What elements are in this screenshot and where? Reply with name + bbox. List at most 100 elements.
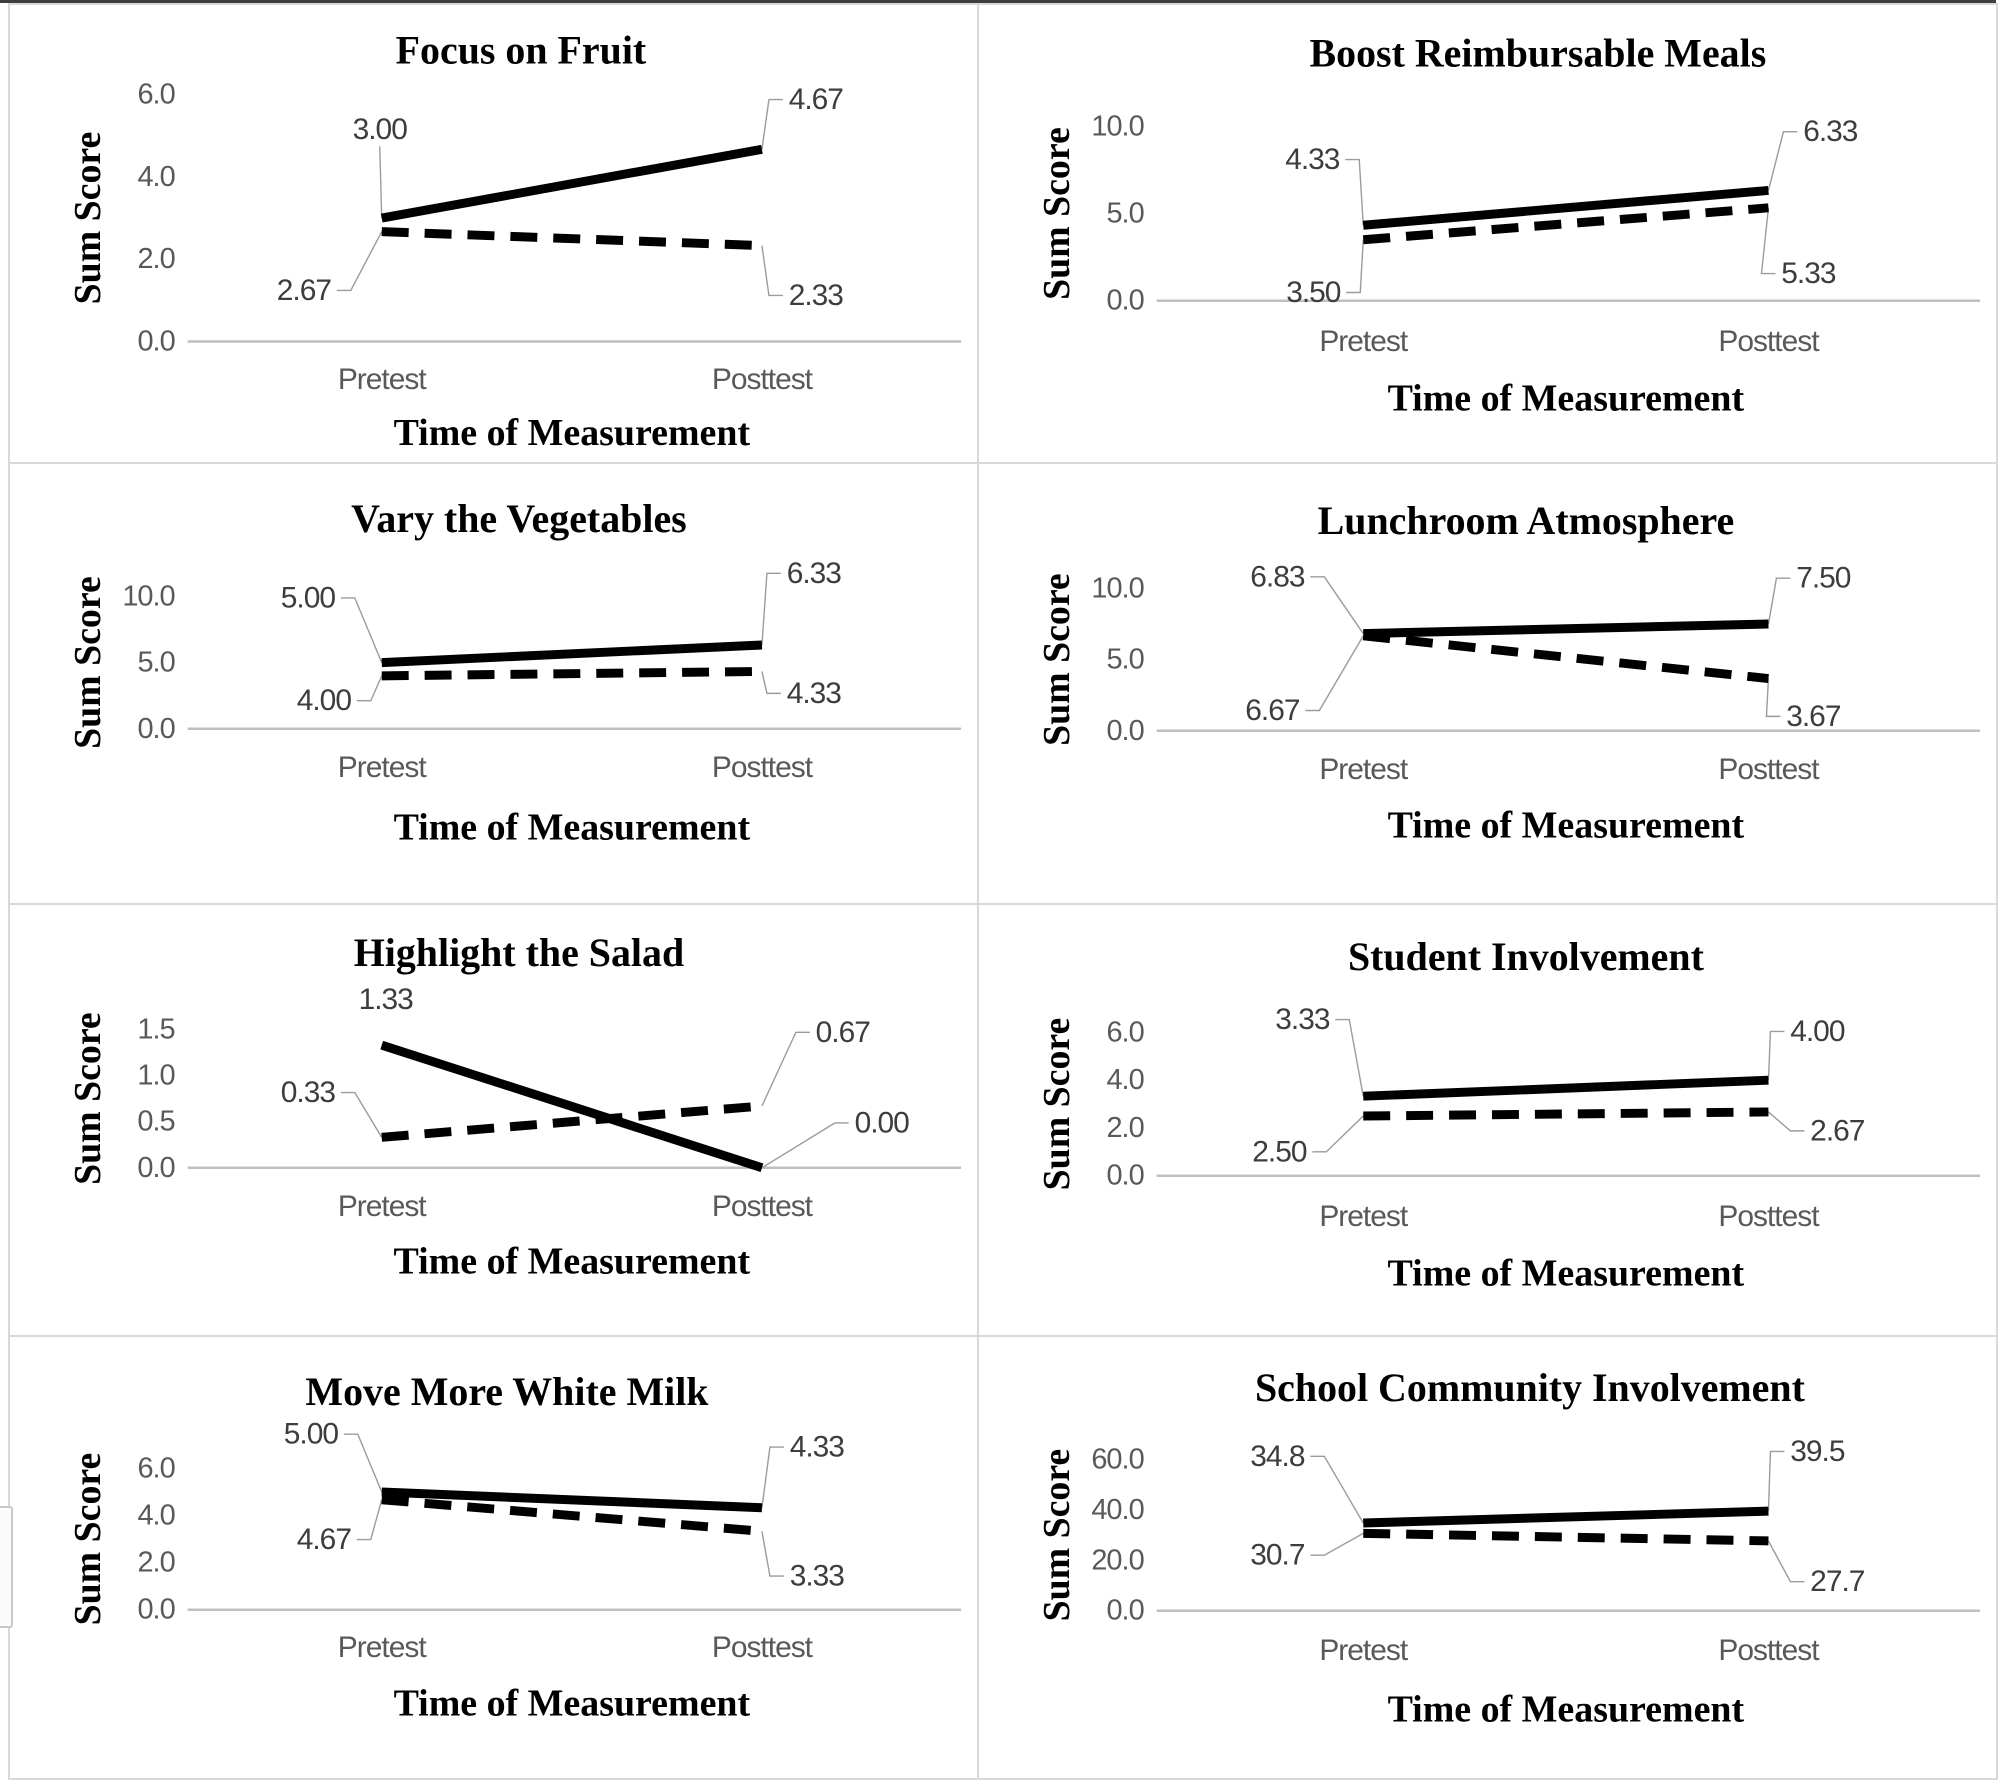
- series-line-solid: [1362, 185, 1769, 230]
- x-category-label: Pretest: [338, 1631, 428, 1664]
- x-category-label: Pretest: [1319, 325, 1409, 358]
- x-category-label: Posttest: [712, 363, 814, 396]
- x-axis-title: Time of Measurement: [394, 1682, 751, 1724]
- chart-canvas: 6.0 4.0 2.0 0.0 Pretest Posttest 3.00 4.67 2.67 2…: [67, 27, 962, 454]
- series-line-solid: [1363, 619, 1769, 639]
- data-label-leader-line: [1305, 635, 1364, 712]
- y-axis-title: Sum Score: [1036, 127, 1078, 300]
- data-label-leader-line: [761, 245, 783, 297]
- y-tick-label: 6.0: [137, 1452, 174, 1484]
- x-category-label: Pretest: [338, 1190, 427, 1223]
- x-category-label: Posttest: [1718, 325, 1820, 358]
- series-line-dashed: [1362, 203, 1769, 245]
- chart-title: Lunchroom Atmosphere: [1318, 498, 1735, 543]
- series-line-dashed: [381, 1495, 763, 1536]
- y-tick-label: 10.0: [122, 580, 174, 612]
- y-tick-label: 2.0: [137, 243, 174, 275]
- x-axis-title: Time of Measurement: [1388, 1688, 1745, 1730]
- data-label: 2.50: [1252, 1135, 1307, 1168]
- chart-panel-highlight-the-salad: 1.5 1.0 0.5 0.0 Pretest Posttest 1.33 0.00 0.33 0…: [10, 905, 979, 1337]
- y-tick-label: 1.0: [137, 1060, 174, 1092]
- chart-title: Move More White Milk: [305, 1369, 709, 1414]
- series-line-solid: [1363, 1506, 1769, 1528]
- data-label-leader-line: [761, 1531, 784, 1577]
- chart-canvas: 10.0 5.0 0.0 Pretest Posttest 6.83 7.50 6.67 3.6…: [1036, 498, 1981, 846]
- y-tick-label: 0.0: [1106, 1160, 1143, 1192]
- y-tick-label: 10.0: [1091, 572, 1143, 604]
- y-axis-title: Sum Score: [67, 576, 109, 749]
- data-label-leader-line: [379, 146, 383, 219]
- data-label: 39.5: [1790, 1435, 1845, 1468]
- x-category-label: Posttest: [1718, 1200, 1820, 1233]
- x-category-label: Posttest: [712, 751, 814, 784]
- data-label: 3.00: [353, 113, 408, 146]
- chart-panel-move-more-white-milk: 6.0 4.0 2.0 0.0 Pretest Posttest 5.00 4.33 4.67 3…: [10, 1337, 979, 1780]
- data-label: 4.67: [297, 1523, 352, 1556]
- data-label: 6.83: [1250, 560, 1305, 593]
- y-tick-label: 1.5: [137, 1013, 174, 1045]
- chart-canvas: 60.0 40.0 20.0 0.0 Pretest Posttest 34.8 39.5 30…: [1036, 1365, 1981, 1730]
- data-label: 4.33: [787, 677, 842, 710]
- y-tick-label: 4.0: [137, 161, 174, 193]
- data-label-leader-line: [761, 98, 783, 150]
- data-label-leader-line: [1346, 239, 1364, 294]
- series-line-dashed: [1363, 1528, 1769, 1546]
- series-line-dashed: [381, 666, 762, 681]
- data-label: 0.00: [855, 1107, 910, 1140]
- y-tick-label: 10.0: [1091, 110, 1143, 142]
- x-category-label: Pretest: [338, 363, 428, 396]
- y-tick-label: 20.0: [1091, 1544, 1143, 1576]
- data-label-leader-line: [761, 671, 781, 695]
- data-label-leader-line: [1765, 678, 1781, 718]
- x-category-label: Posttest: [1718, 1634, 1820, 1667]
- series-line-dashed: [1362, 631, 1769, 683]
- chart-title: Focus on Fruit: [396, 27, 647, 72]
- data-label-leader-line: [1767, 1030, 1785, 1081]
- chart-title: Highlight the Salad: [354, 930, 684, 975]
- x-axis-title: Time of Measurement: [394, 412, 751, 454]
- y-axis-title: Sum Score: [67, 1012, 109, 1185]
- data-label-leader-line: [761, 1122, 849, 1169]
- x-axis-title: Time of Measurement: [1388, 377, 1745, 419]
- x-axis-title: Time of Measurement: [1388, 804, 1745, 846]
- y-tick-label: 2.0: [1106, 1112, 1143, 1144]
- y-tick-label: 4.0: [137, 1500, 174, 1532]
- chart-panel-boost-reimbursable-meals: 10.0 5.0 0.0 Pretest Posttest 4.33 6.33 3.50 5.3…: [979, 5, 1998, 464]
- chart-canvas: 6.0 4.0 2.0 0.0 Pretest Posttest 5.00 4.33 4.67 3…: [67, 1369, 962, 1724]
- data-label-leader-line: [1312, 1115, 1364, 1153]
- series-line-solid: [380, 1040, 764, 1173]
- data-label: 4.00: [297, 684, 352, 717]
- y-tick-label: 5.0: [137, 647, 174, 679]
- chart-panel-vary-the-vegetables: 10.0 5.0 0.0 Pretest Posttest 5.00 6.33 4.00 4.3…: [10, 464, 979, 905]
- data-label: 4.33: [1285, 143, 1340, 176]
- series-line-dashed: [381, 1101, 763, 1142]
- data-label-leader-line: [1310, 1532, 1364, 1556]
- data-label: 7.50: [1796, 562, 1851, 595]
- data-label-leader-line: [343, 1433, 383, 1493]
- y-tick-label: 60.0: [1091, 1443, 1143, 1475]
- data-label: 3.33: [1275, 1003, 1330, 1036]
- y-axis-title: Sum Score: [67, 1453, 109, 1626]
- data-label-leader-line: [1345, 158, 1364, 226]
- y-tick-label: 0.0: [1106, 285, 1143, 317]
- series-line-solid: [381, 640, 763, 668]
- chart-canvas: 10.0 5.0 0.0 Pretest Posttest 5.00 6.33 4.00 4.3…: [67, 496, 962, 848]
- top-edge-line: [0, 0, 1996, 3]
- data-label: 3.67: [1786, 700, 1841, 733]
- y-tick-label: 6.0: [137, 79, 174, 111]
- data-label: 6.33: [787, 557, 842, 590]
- x-category-label: Pretest: [1319, 753, 1409, 786]
- x-axis-title: Time of Measurement: [394, 1240, 751, 1282]
- chart-panel-student-involvement: 6.0 4.0 2.0 0.0 Pretest Posttest 3.33 4.00 2.50 2…: [979, 905, 1998, 1337]
- data-label-leader-line: [356, 1499, 383, 1541]
- data-label: 4.67: [789, 83, 844, 116]
- data-label: 2.67: [1810, 1114, 1865, 1147]
- y-tick-label: 5.0: [1106, 644, 1143, 676]
- y-tick-label: 0.0: [1106, 1595, 1143, 1627]
- series-line-solid: [380, 144, 763, 223]
- chart-title: School Community Involvement: [1255, 1365, 1806, 1410]
- chart-canvas: 6.0 4.0 2.0 0.0 Pretest Posttest 3.33 4.00 2.50 2…: [1036, 934, 1981, 1294]
- left-edge-tab: [0, 1506, 13, 1628]
- y-tick-label: 0.0: [1106, 715, 1143, 747]
